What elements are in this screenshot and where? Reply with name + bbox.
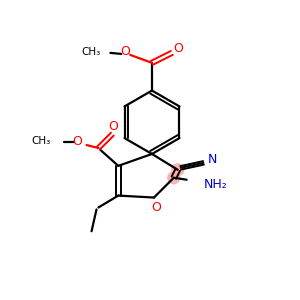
Text: O: O: [108, 120, 118, 133]
Text: O: O: [173, 42, 183, 56]
Text: O: O: [151, 201, 161, 214]
Text: CH₃: CH₃: [32, 136, 51, 146]
Circle shape: [168, 172, 180, 184]
Text: O: O: [73, 135, 82, 148]
Circle shape: [172, 164, 184, 176]
Text: N: N: [208, 153, 217, 167]
Text: CH₃: CH₃: [81, 47, 101, 57]
Text: NH₂: NH₂: [203, 178, 227, 191]
Text: O: O: [120, 45, 130, 58]
